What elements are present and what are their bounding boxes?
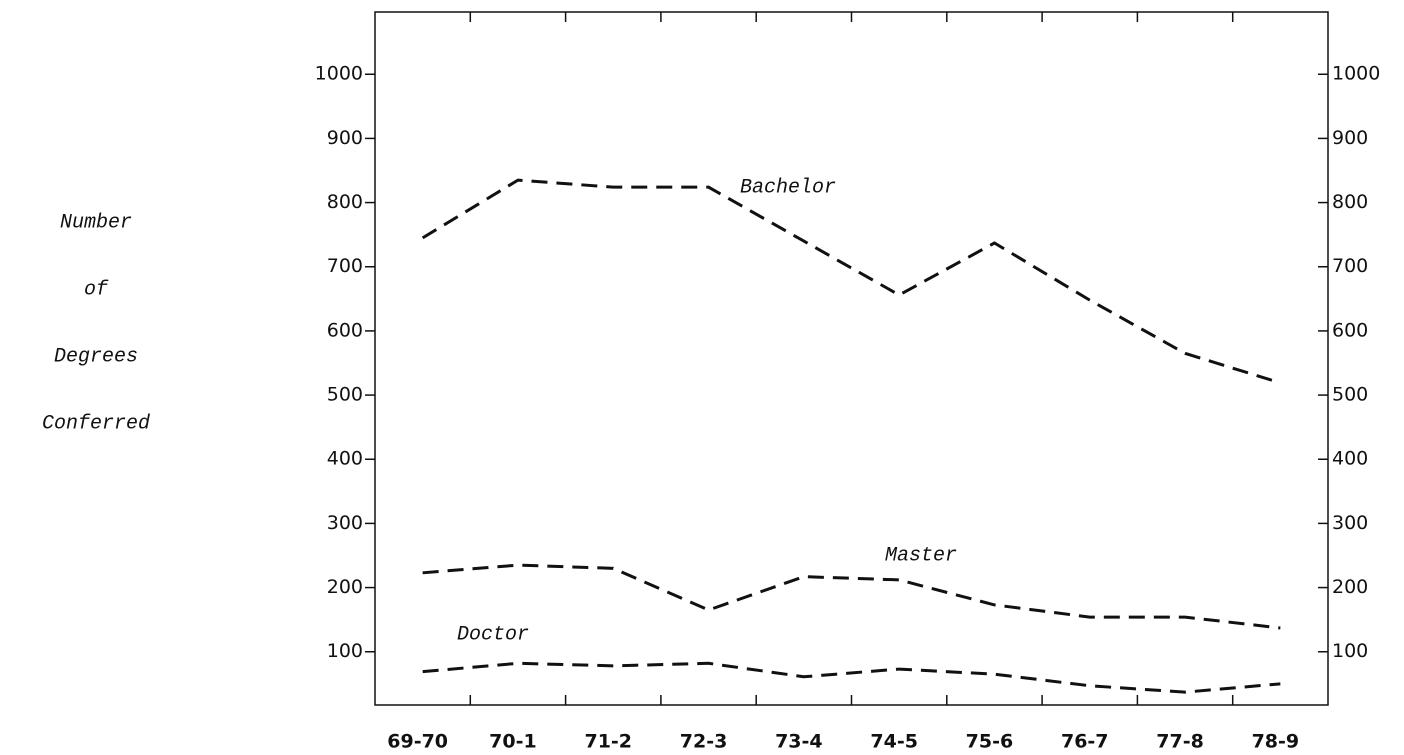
series-label: Master: [885, 544, 957, 567]
y2-tick-label: 600: [1332, 319, 1368, 341]
y2-tick-label: 800: [1332, 191, 1368, 213]
y2-tick-label: 200: [1332, 576, 1368, 598]
y2-tick-label: 100: [1332, 640, 1368, 662]
x-tick-label: 72-3: [680, 731, 728, 753]
y2-tick-label: 500: [1332, 384, 1368, 406]
y-tick-label: 1000: [315, 63, 363, 85]
x-tick-label: 75-6: [966, 731, 1014, 753]
y2-tick-label: 400: [1332, 448, 1368, 470]
x-tick-label: 77-8: [1156, 731, 1204, 753]
y-tick-label: 500: [327, 384, 363, 406]
y-tick-label: 300: [327, 512, 363, 534]
x-tick-label: 70-1: [489, 731, 537, 753]
y-tick-label: 700: [327, 255, 363, 277]
plot-frame: [374, 11, 1329, 706]
x-tick-label: 78-9: [1252, 731, 1300, 753]
y2-tick-label: 300: [1332, 512, 1368, 534]
y-tick-label: 900: [327, 127, 363, 149]
y-axis-label: Number: [60, 211, 132, 234]
x-tick-label: 71-2: [584, 731, 632, 753]
x-tick-label: 74-5: [870, 731, 918, 753]
series-line: [422, 563, 1281, 630]
y2-tick-label: 1000: [1332, 63, 1380, 85]
series-line: [421, 178, 1281, 385]
x-tick-label: 76-7: [1061, 731, 1109, 753]
y-tick-label: 600: [327, 319, 363, 341]
y2-tick-label: 900: [1332, 127, 1368, 149]
x-tick-label: 69-70: [387, 731, 448, 753]
series-label: Bachelor: [740, 176, 836, 199]
y-tick-label: 400: [327, 448, 363, 470]
y-tick-label: 100: [327, 640, 363, 662]
y-axis-label: Conferred: [42, 412, 150, 435]
y-axis-label: Degrees: [54, 345, 138, 368]
x-tick-label: 73-4: [775, 731, 823, 753]
series-label: Doctor: [457, 623, 529, 646]
y2-tick-label: 700: [1332, 255, 1368, 277]
y-tick-label: 200: [327, 576, 363, 598]
series-line: [422, 661, 1281, 694]
y-axis-label: of: [84, 278, 109, 301]
y-tick-label: 800: [327, 191, 363, 213]
